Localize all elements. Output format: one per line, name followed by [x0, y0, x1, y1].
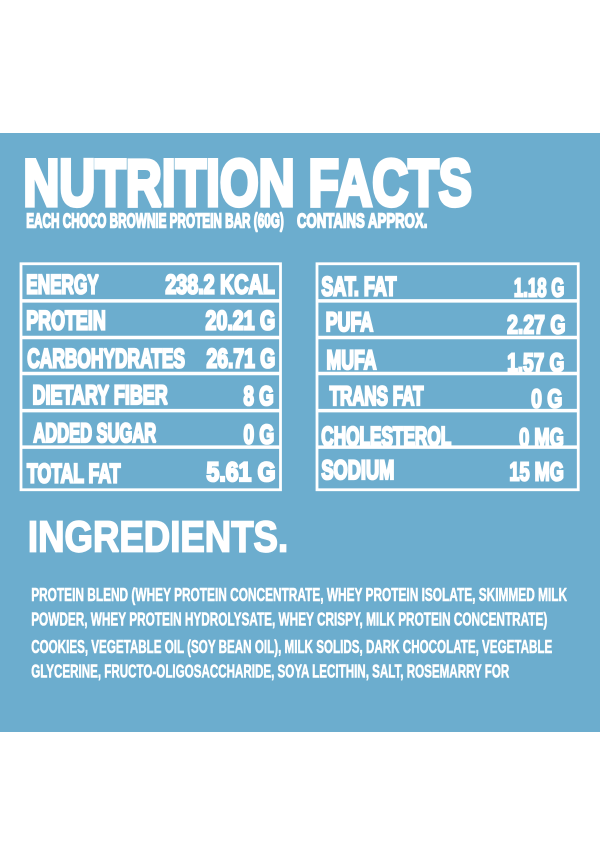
svg-text:PROTEIN: PROTEIN: [26, 305, 106, 336]
svg-text:TOTAL FAT: TOTAL FAT: [27, 457, 121, 488]
svg-text:1.57 G: 1.57 G: [507, 349, 564, 377]
svg-text:CHOLESTEROL: CHOLESTEROL: [321, 421, 451, 451]
svg-text:8 G: 8 G: [244, 380, 274, 411]
svg-text:2.27 G: 2.27 G: [507, 311, 565, 339]
svg-text:238.2 KCAL: 238.2 KCAL: [165, 268, 274, 299]
svg-text:GLYCERINE, FRUCTO-OLIGOSACCHAR: GLYCERINE, FRUCTO-OLIGOSACCHARIDE, SOYA …: [31, 662, 509, 682]
svg-text:26.71 G: 26.71 G: [207, 343, 276, 374]
svg-text:5.61 G: 5.61 G: [207, 456, 276, 487]
svg-text:CARBOHYDRATES: CARBOHYDRATES: [27, 343, 185, 374]
svg-text:20.21 G: 20.21 G: [206, 305, 276, 336]
svg-text:PUFA: PUFA: [326, 307, 373, 337]
svg-text:SODIUM: SODIUM: [321, 455, 394, 485]
svg-text:DIETARY FIBER: DIETARY FIBER: [33, 379, 168, 410]
svg-text:MUFA: MUFA: [327, 345, 377, 375]
svg-text:NUTRITION FACTS: NUTRITION FACTS: [23, 146, 472, 220]
svg-text:0 G: 0 G: [531, 386, 562, 414]
svg-text:INGREDIENTS.: INGREDIENTS.: [28, 514, 288, 562]
svg-text:1.18 G: 1.18 G: [514, 274, 565, 302]
svg-text:CONTAINS APPROX.: CONTAINS APPROX.: [297, 210, 427, 232]
svg-text:0 G: 0 G: [244, 419, 275, 450]
svg-text:POWDER, WHEY PROTEIN HYDROLYSA: POWDER, WHEY PROTEIN HYDROLYSATE, WHEY C…: [31, 610, 547, 630]
svg-text:EACH CHOCO BROWNIE PROTEIN BAR: EACH CHOCO BROWNIE PROTEIN BAR (60G): [26, 210, 284, 232]
svg-text:SAT. FAT: SAT. FAT: [321, 271, 397, 301]
svg-text:TRANS FAT: TRANS FAT: [330, 381, 424, 411]
svg-text:ADDED SUGAR: ADDED SUGAR: [33, 417, 156, 448]
svg-text:COOKIES, VEGETABLE OIL (SOY BE: COOKIES, VEGETABLE OIL (SOY BEAN OIL), M…: [31, 637, 552, 657]
svg-text:ENERGY: ENERGY: [26, 268, 99, 299]
svg-text:PROTEIN BLEND (WHEY PROTEIN CO: PROTEIN BLEND (WHEY PROTEIN CONCENTRATE,…: [31, 585, 567, 605]
svg-text:0 MG: 0 MG: [519, 424, 564, 452]
svg-text:15 MG: 15 MG: [509, 459, 564, 487]
